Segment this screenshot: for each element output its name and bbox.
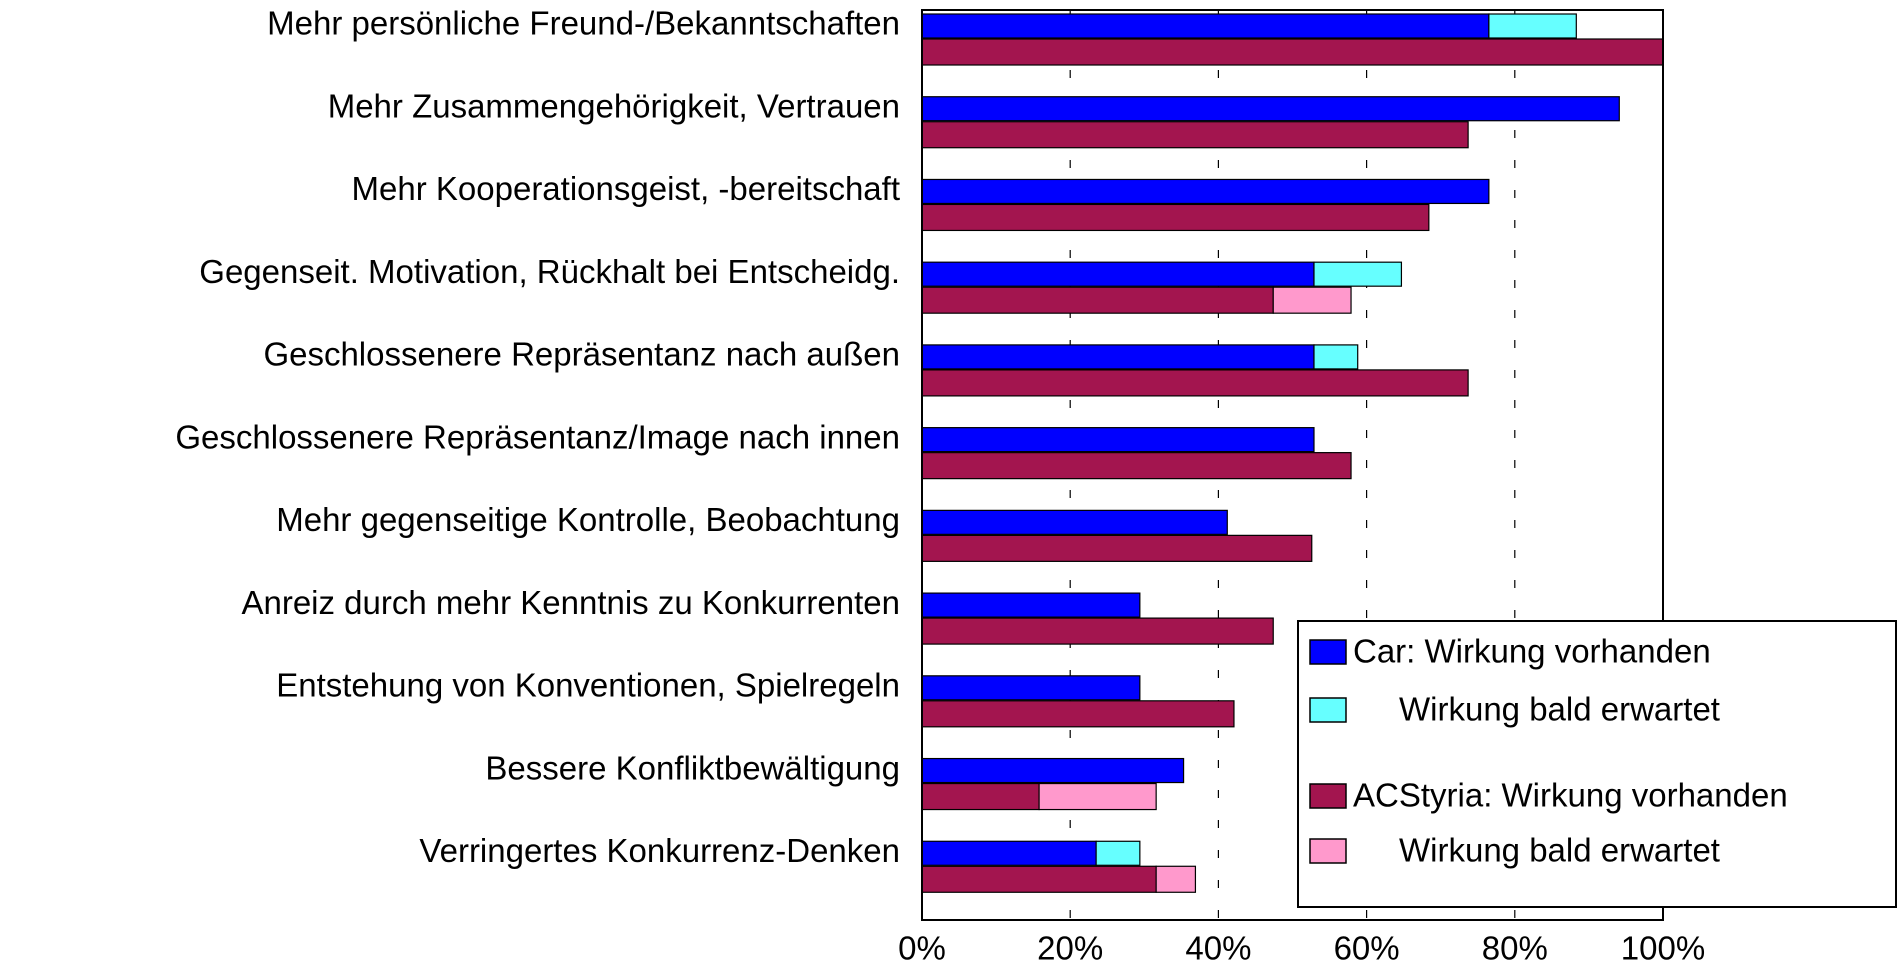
y-tick-label: Entstehung von Konventionen, Spielregeln: [276, 667, 900, 704]
legend-swatch: [1309, 639, 1347, 665]
x-tick-label: 40%: [1185, 930, 1251, 967]
bar: [921, 344, 1315, 370]
x-tick-label: 100%: [1621, 930, 1705, 967]
legend-label: Wirkung bald erwartet: [1399, 691, 1720, 728]
y-tick-label: Mehr Kooperationsgeist, -bereitschaft: [352, 170, 900, 207]
bar: [1313, 261, 1403, 287]
bar: [921, 675, 1141, 701]
bar: [921, 700, 1235, 728]
bar: [1038, 782, 1157, 811]
plot-frame: [921, 9, 1664, 921]
x-tick-label: 0%: [898, 930, 946, 967]
bar: [1488, 13, 1577, 39]
y-tick-label: Bessere Konfliktbewältigung: [485, 749, 900, 786]
bar: [921, 865, 1157, 893]
bar: [921, 427, 1315, 453]
legend-label: Wirkung bald erwartet: [1399, 832, 1720, 869]
legend-label: ACStyria: Wirkung vorhanden: [1353, 777, 1788, 814]
bar: [921, 13, 1490, 39]
bar: [921, 617, 1274, 645]
bar: [1155, 865, 1197, 893]
bar: [921, 203, 1430, 232]
x-tick-label: 20%: [1037, 930, 1103, 967]
bar: [921, 261, 1315, 287]
y-tick-label: Geschlossenere Repräsentanz/Image nach i…: [175, 418, 900, 455]
legend-swatch: [1309, 697, 1347, 723]
y-tick-label: Mehr Zusammengehörigkeit, Vertrauen: [328, 87, 900, 124]
bar: [921, 592, 1141, 618]
x-tick-label: 80%: [1482, 930, 1548, 967]
bar: [921, 38, 1664, 66]
bar: [921, 121, 1469, 149]
bar: [921, 757, 1185, 784]
y-tick-label: Mehr persönliche Freund-/Bekanntschaften: [267, 5, 900, 42]
bar: [921, 452, 1352, 480]
legend-swatch: [1309, 783, 1347, 809]
bar: [921, 509, 1228, 535]
bar: [921, 286, 1274, 314]
bar: [921, 782, 1040, 811]
y-tick-label: Verringertes Konkurrenz-Denken: [419, 832, 900, 869]
x-tick-label: 60%: [1334, 930, 1400, 967]
legend-swatch: [1309, 838, 1347, 864]
bar: [921, 534, 1313, 562]
y-tick-label: Mehr gegenseitige Kontrolle, Beobachtung: [276, 501, 900, 538]
bar: [921, 96, 1620, 122]
y-tick-label: Geschlossenere Repräsentanz nach außen: [263, 336, 900, 373]
bar: [1095, 840, 1141, 866]
y-tick-label: Anreiz durch mehr Kenntnis zu Konkurrent…: [241, 584, 900, 621]
bar: [921, 840, 1097, 866]
y-tick-label: Gegenseit. Motivation, Rückhalt bei Ents…: [199, 253, 900, 290]
bar: [921, 369, 1469, 397]
bar: [1313, 344, 1359, 370]
bar: [921, 178, 1490, 205]
legend-label: Car: Wirkung vorhanden: [1353, 633, 1711, 670]
bar: [1272, 286, 1352, 314]
legend-box: [1297, 620, 1897, 908]
